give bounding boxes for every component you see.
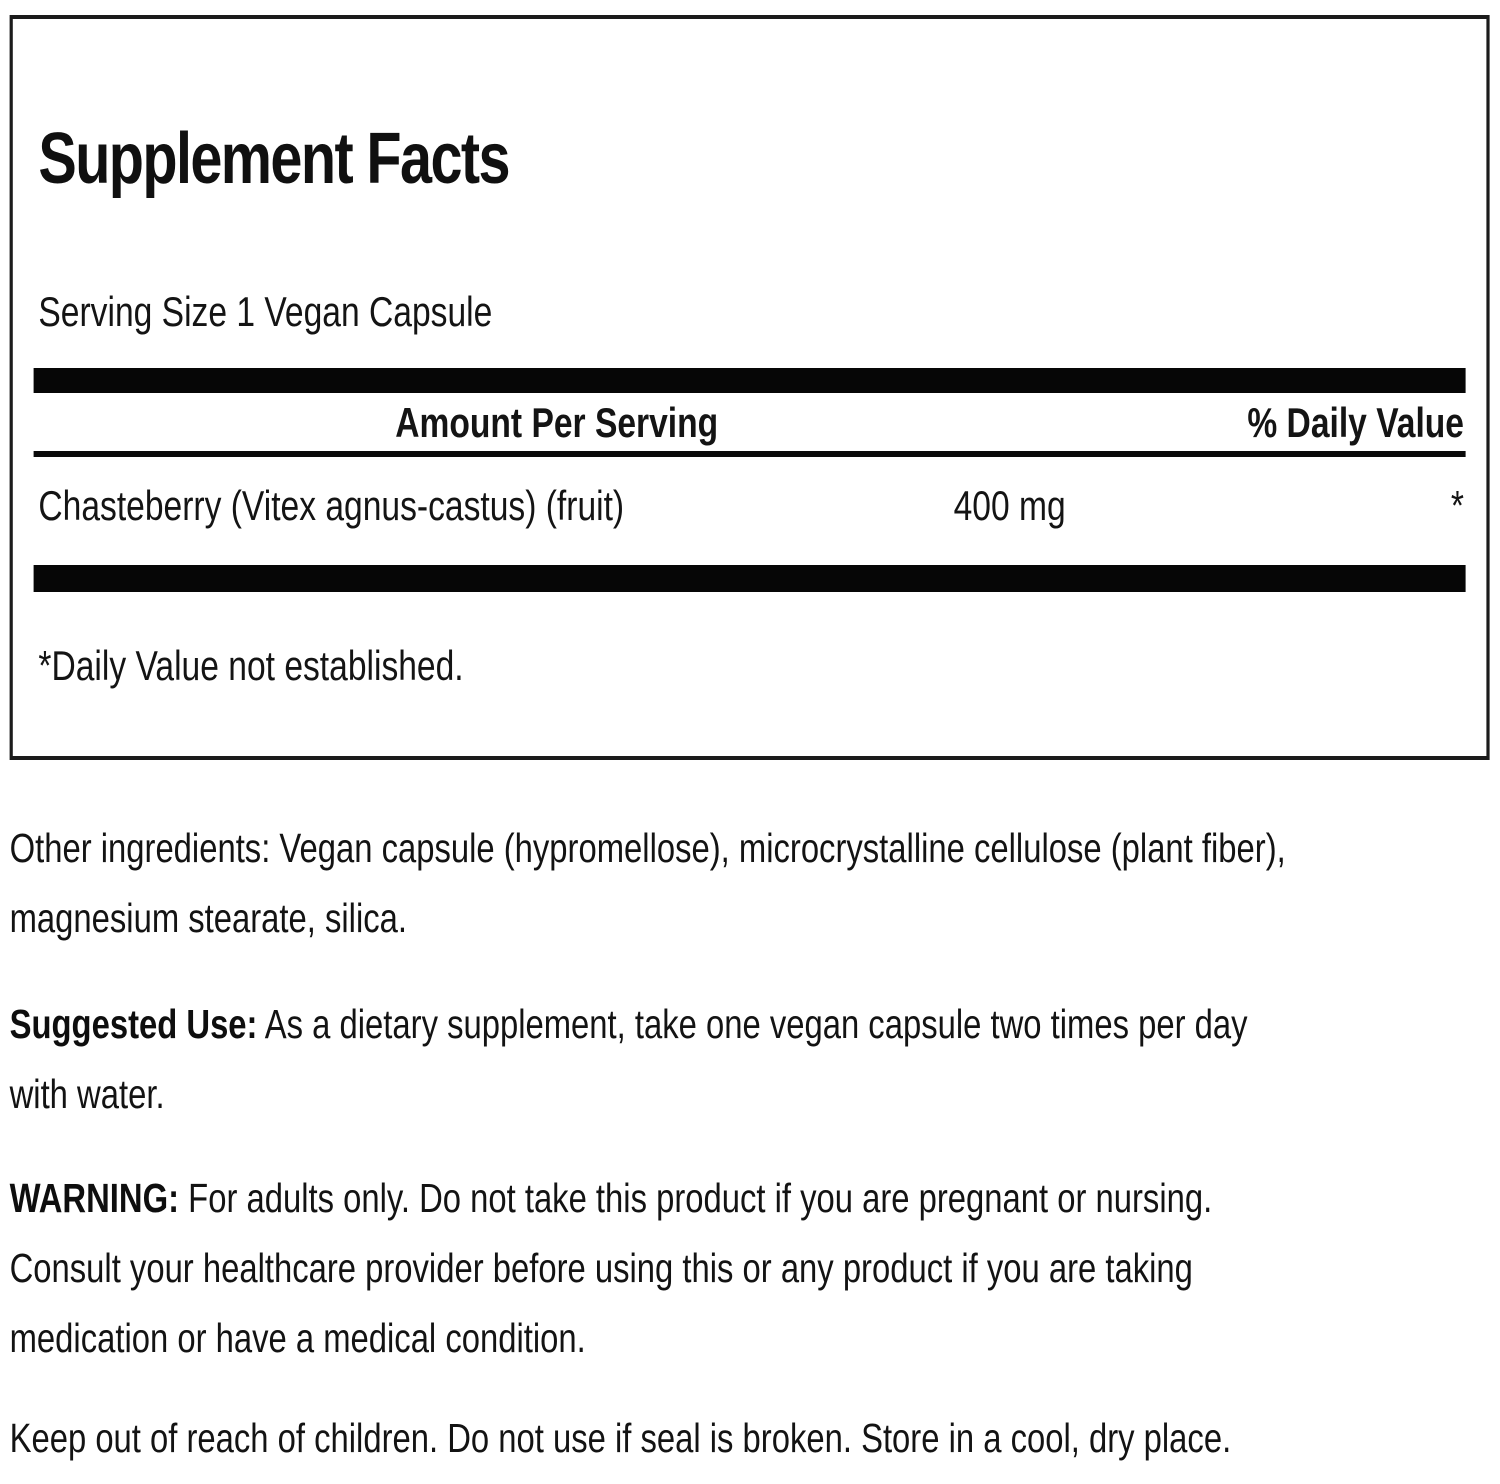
other-ingredients-paragraph: Other ingredients: Vegan capsule (hyprom… — [10, 813, 1478, 953]
daily-value-footnote: *Daily Value not established. — [38, 642, 464, 689]
suggested-use-text: As a dietary supplement, take one vegan … — [9, 1001, 1248, 1117]
divider-thick-bottom — [33, 565, 1466, 592]
column-header-daily-value: % Daily Value — [1247, 399, 1464, 446]
ingredient-row-daily-value: * — [1450, 482, 1464, 529]
ingredient-row-amount: 400 mg — [953, 482, 1066, 529]
ingredient-row-name: Chasteberry (Vitex agnus-castus) (fruit) — [38, 482, 625, 529]
divider-thick-top — [33, 368, 1466, 393]
storage-text: Keep out of reach of children. Do not us… — [9, 1415, 1232, 1461]
warning-label: WARNING: — [9, 1175, 180, 1221]
warning-paragraph: WARNING: For adults only. Do not take th… — [10, 1163, 1478, 1373]
divider-thin — [33, 451, 1466, 457]
suggested-use-label: Suggested Use: — [9, 1001, 258, 1047]
other-ingredients-text: Other ingredients: Vegan capsule (hyprom… — [9, 825, 1286, 941]
storage-paragraph: Keep out of reach of children. Do not us… — [10, 1403, 1478, 1473]
column-header-amount: Amount Per Serving — [395, 399, 719, 446]
serving-size-text: Serving Size 1 Vegan Capsule — [38, 288, 493, 335]
suggested-use-paragraph: Suggested Use: As a dietary supplement, … — [10, 989, 1478, 1129]
warning-text: For adults only. Do not take this produc… — [9, 1175, 1213, 1361]
supplement-facts-panel: Supplement Facts Serving Size 1 Vegan Ca… — [9, 15, 1490, 760]
panel-title: Supplement Facts — [38, 119, 510, 199]
